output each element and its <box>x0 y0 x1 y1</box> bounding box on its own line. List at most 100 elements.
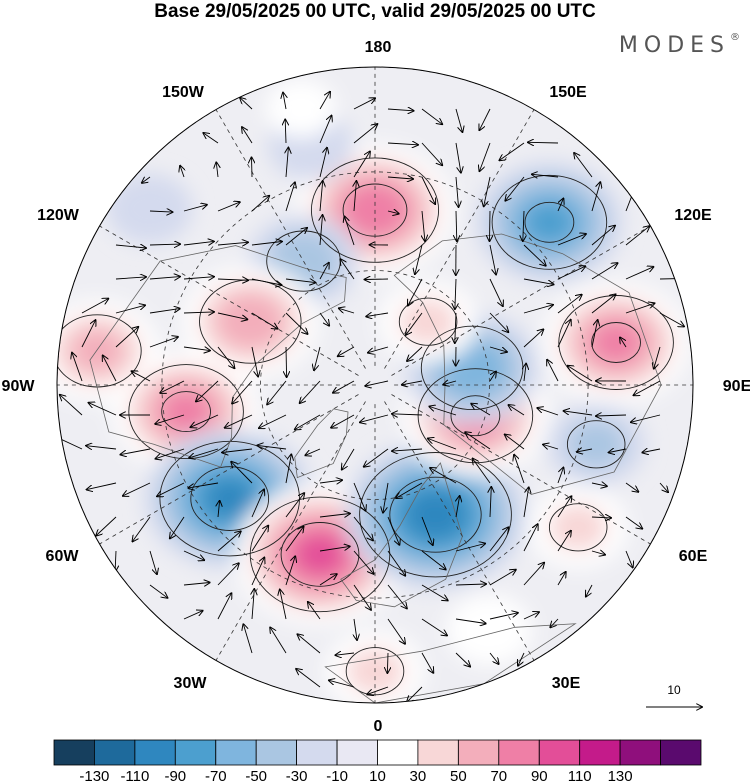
wind-vector <box>157 482 185 496</box>
wind-vector <box>625 550 633 567</box>
wind-vector <box>296 669 321 688</box>
wind-vector <box>319 514 350 518</box>
wind-vector <box>354 618 357 640</box>
wind-vector <box>557 234 586 246</box>
wind-vector <box>319 574 337 586</box>
wind-vector <box>183 277 214 279</box>
wind-vector <box>489 346 507 352</box>
colorbar-swatch <box>296 739 338 766</box>
wind-vector <box>270 628 287 654</box>
wind-vector <box>251 242 282 246</box>
wind-vector <box>490 210 491 241</box>
wind-vector <box>387 516 399 545</box>
lon-label-120w: 120W <box>37 207 80 224</box>
wind-vector <box>568 366 593 382</box>
wind-vector <box>252 589 254 620</box>
colorbar-tick-label: -130 <box>79 768 109 783</box>
brand-logo: MODES® <box>619 32 740 58</box>
wind-vector <box>336 653 355 655</box>
anomaly-neg-north-pacific-west <box>106 173 193 244</box>
wind-vector <box>528 142 559 143</box>
wind-vector <box>251 490 264 518</box>
colorbar-swatch <box>377 739 419 766</box>
wind-vector <box>149 211 172 212</box>
contour-line <box>566 420 626 469</box>
africa-coast <box>324 623 577 703</box>
wind-vector <box>115 327 138 348</box>
contour-line <box>199 279 302 364</box>
wind-vector <box>183 347 210 351</box>
wind-vector <box>121 448 151 455</box>
wind-vector <box>257 445 287 449</box>
wind-vector <box>203 133 219 144</box>
wind-vector <box>242 127 253 144</box>
asia-coast <box>393 233 662 495</box>
wind-vector <box>217 563 239 586</box>
meridian-line <box>384 109 535 369</box>
wind-vector <box>183 583 210 586</box>
wind-vector <box>285 493 304 518</box>
wind-vector <box>443 381 457 385</box>
north-america-coast <box>89 245 347 468</box>
wind-vector <box>392 414 423 415</box>
wind-vector <box>402 381 423 385</box>
wind-vector <box>455 652 470 667</box>
colorbar-tick-label: -30 <box>286 768 308 783</box>
colorbar-swatch <box>538 739 581 766</box>
wind-vector <box>489 312 508 332</box>
wind-vector <box>251 558 264 586</box>
wind-vector <box>305 448 321 455</box>
wind-vector <box>387 584 407 608</box>
wind-vector <box>596 415 627 416</box>
wind-vector <box>217 346 234 368</box>
colorbar-swatch <box>619 739 661 766</box>
contour-line <box>548 503 608 552</box>
contour-line <box>359 452 512 578</box>
wind-vector <box>342 448 355 470</box>
wind-vector <box>156 448 185 459</box>
wind-vector <box>387 550 405 576</box>
wind-vector <box>421 176 435 204</box>
wind-vector <box>473 459 491 484</box>
wind-vector <box>557 320 571 348</box>
wind-vector <box>455 108 462 132</box>
wind-vector <box>218 501 220 518</box>
wind-vector <box>319 546 350 552</box>
wind-vector <box>428 439 457 450</box>
meridian-line <box>215 109 366 369</box>
lon-label-30e: 30E <box>552 675 581 692</box>
wind-vector <box>421 142 442 165</box>
wind-vector <box>319 116 332 144</box>
colorbar-swatch <box>53 739 95 766</box>
contour-line <box>249 496 391 613</box>
contour-line <box>591 322 641 363</box>
contour-line <box>161 391 211 433</box>
wind-vector <box>320 215 323 246</box>
contour-line <box>389 476 482 553</box>
wind-vector <box>353 98 375 110</box>
wind-vector <box>577 449 593 452</box>
wind-vector <box>456 210 457 241</box>
wind-vector <box>217 531 241 552</box>
wind-vector <box>319 480 342 483</box>
anomaly-level <box>404 489 467 540</box>
wind-vector <box>523 612 539 620</box>
colorbar-tick-label: -70 <box>205 768 227 783</box>
wind-vector <box>489 613 518 620</box>
anomaly-pos-canada-west <box>182 265 319 378</box>
wind-vector <box>251 312 278 329</box>
wind-vector <box>285 455 291 484</box>
wind-vector <box>340 259 355 280</box>
wind-vector <box>333 380 355 393</box>
wind-vector <box>132 371 151 382</box>
meridian-line <box>391 225 651 376</box>
wind-vector <box>659 312 684 327</box>
wind-vector <box>259 414 287 428</box>
reference-vector-label: 10 <box>667 683 681 697</box>
wind-vector <box>251 346 258 376</box>
colorbar-tick-label: 90 <box>531 768 548 783</box>
wind-vector <box>217 279 248 280</box>
wind-vector <box>480 142 491 171</box>
wind-vector <box>396 482 423 498</box>
